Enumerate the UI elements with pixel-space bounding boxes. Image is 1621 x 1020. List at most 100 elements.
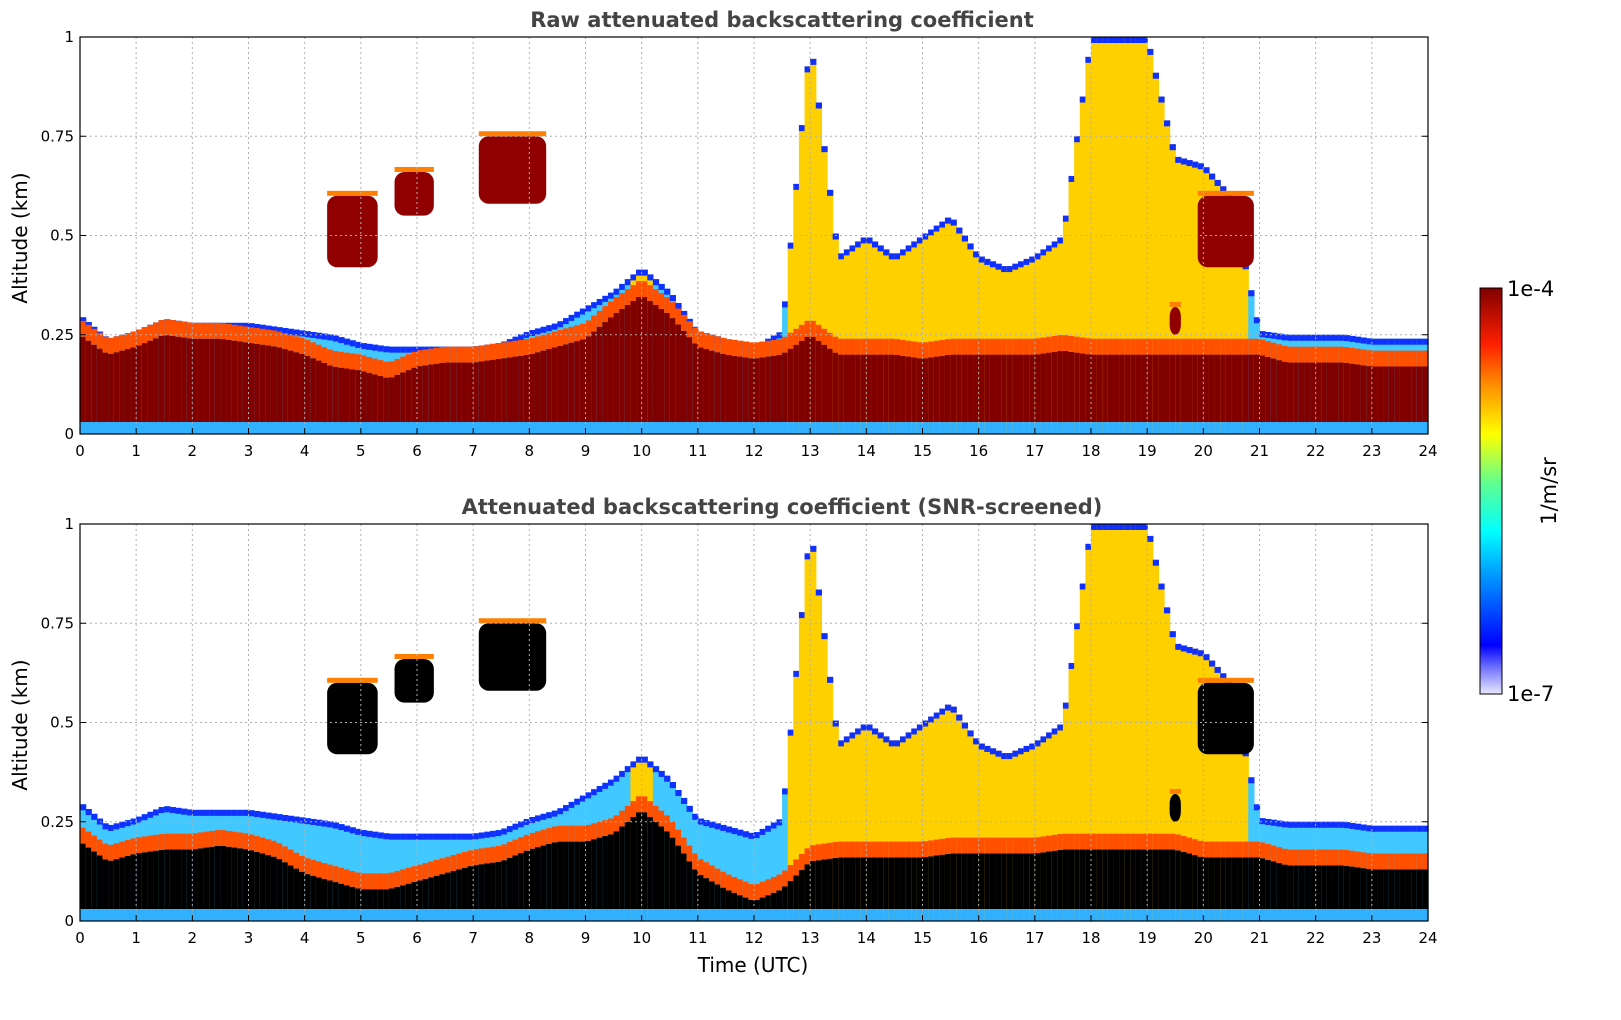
heatmap-cell (754, 909, 761, 921)
heatmap-cell (388, 361, 396, 378)
heatmap-cell (607, 317, 615, 423)
heatmap-cell (124, 422, 132, 434)
heatmap-cell (871, 728, 879, 921)
heatmap-cell (978, 853, 985, 910)
heatmap-cell (731, 339, 738, 356)
heatmap-cell (293, 909, 300, 921)
heatmap-cell (1186, 160, 1193, 434)
heatmap-cell (1096, 354, 1103, 423)
heatmap-cell (1034, 909, 1042, 921)
heatmap-cell (557, 825, 564, 842)
heatmap-cell (85, 909, 92, 921)
colorbar-min-label: 1e-7 (1507, 682, 1554, 706)
heatmap-cell (709, 422, 716, 434)
heatmap-cell (1169, 849, 1176, 910)
heatmap-cell (130, 347, 137, 423)
heatmap-cell (1265, 909, 1272, 921)
heatmap-cell (1259, 842, 1266, 859)
heatmap-cell (956, 338, 963, 355)
heatmap-cell (1343, 362, 1350, 423)
heatmap-cell (776, 819, 783, 826)
x-tick-label: 23 (1362, 442, 1381, 460)
heatmap-cell (192, 322, 199, 339)
heatmap-cell (1220, 338, 1227, 355)
heatmap-cell (619, 810, 626, 827)
heatmap-cell (226, 324, 233, 340)
heatmap-cell (439, 874, 446, 910)
heatmap-cell (343, 338, 351, 345)
heatmap-cell (916, 237, 924, 244)
heatmap-cell (1197, 856, 1204, 910)
heatmap-cell (703, 909, 710, 921)
heatmap-cell (181, 422, 188, 434)
heatmap-cell (209, 422, 216, 434)
heatmap-cell (568, 314, 575, 321)
heatmap-cell (551, 422, 559, 434)
heatmap-cell (321, 863, 328, 879)
heatmap-cell (703, 349, 710, 423)
heatmap-cell (557, 422, 564, 434)
heatmap-cell (1270, 861, 1277, 910)
heatmap-cell (619, 770, 626, 777)
heatmap-cell (742, 881, 749, 898)
heatmap-cell (680, 422, 688, 434)
heatmap-cell (900, 857, 907, 910)
heatmap-cell (1321, 821, 1328, 828)
heatmap-cell (1248, 841, 1255, 858)
heatmap-cell (119, 841, 126, 858)
heatmap-cell (765, 356, 772, 423)
heatmap-cell (1068, 351, 1075, 423)
heatmap-cell (1354, 348, 1362, 365)
heatmap-cell (197, 848, 205, 910)
heatmap-cell (1152, 72, 1159, 79)
heatmap-cell (860, 354, 867, 423)
heatmap-cell (821, 146, 828, 435)
heatmap-cell (1231, 338, 1238, 355)
x-tick-label: 7 (468, 929, 478, 947)
heatmap-cell (871, 338, 879, 355)
heatmap-cell (1141, 833, 1148, 850)
heatmap-cell (933, 712, 940, 719)
heatmap-cell (922, 841, 929, 858)
heatmap-cell (461, 867, 469, 910)
heatmap-cell (647, 301, 654, 423)
heatmap-cell (1192, 648, 1199, 921)
heatmap-cell (80, 422, 87, 434)
heatmap-cell (1051, 351, 1058, 423)
heatmap-cell (900, 422, 907, 434)
heatmap-cell (1186, 338, 1193, 355)
heatmap-cell (1349, 335, 1356, 342)
heatmap-cell (1169, 631, 1176, 638)
x-tick-label: 12 (744, 929, 763, 947)
heatmap-cell (798, 125, 806, 132)
x-tick-label: 13 (801, 442, 820, 460)
heatmap-cell (1326, 334, 1334, 341)
heatmap-cell (259, 328, 266, 345)
heatmap-cell (1304, 821, 1311, 828)
heatmap-cell (658, 283, 665, 290)
heatmap-cell (1012, 853, 1019, 910)
heatmap-cell (1169, 144, 1176, 151)
heatmap-cell (1248, 290, 1255, 297)
heatmap-cell (237, 325, 244, 342)
heatmap-cell (1276, 344, 1283, 361)
y-tick-label: 0.75 (41, 127, 74, 145)
heatmap-cell (400, 833, 407, 840)
heatmap-cell (1298, 849, 1306, 866)
heatmap-cell (169, 849, 177, 910)
heatmap-cell (209, 338, 216, 423)
heatmap-cell (1152, 72, 1159, 434)
heatmap-cell (596, 310, 603, 327)
heatmap-cell (709, 909, 716, 921)
heatmap-cell (119, 334, 126, 351)
heatmap-cell (108, 860, 115, 910)
heatmap-cell (332, 422, 339, 434)
heatmap-cell (815, 324, 822, 341)
heatmap-cell (827, 422, 834, 434)
elevated-layer (1169, 306, 1181, 335)
heatmap-cell (591, 331, 598, 423)
heatmap-cell (394, 909, 401, 921)
heatmap-cell (1281, 821, 1289, 828)
heatmap-cell (1113, 354, 1120, 423)
heatmap-cell (405, 346, 412, 353)
